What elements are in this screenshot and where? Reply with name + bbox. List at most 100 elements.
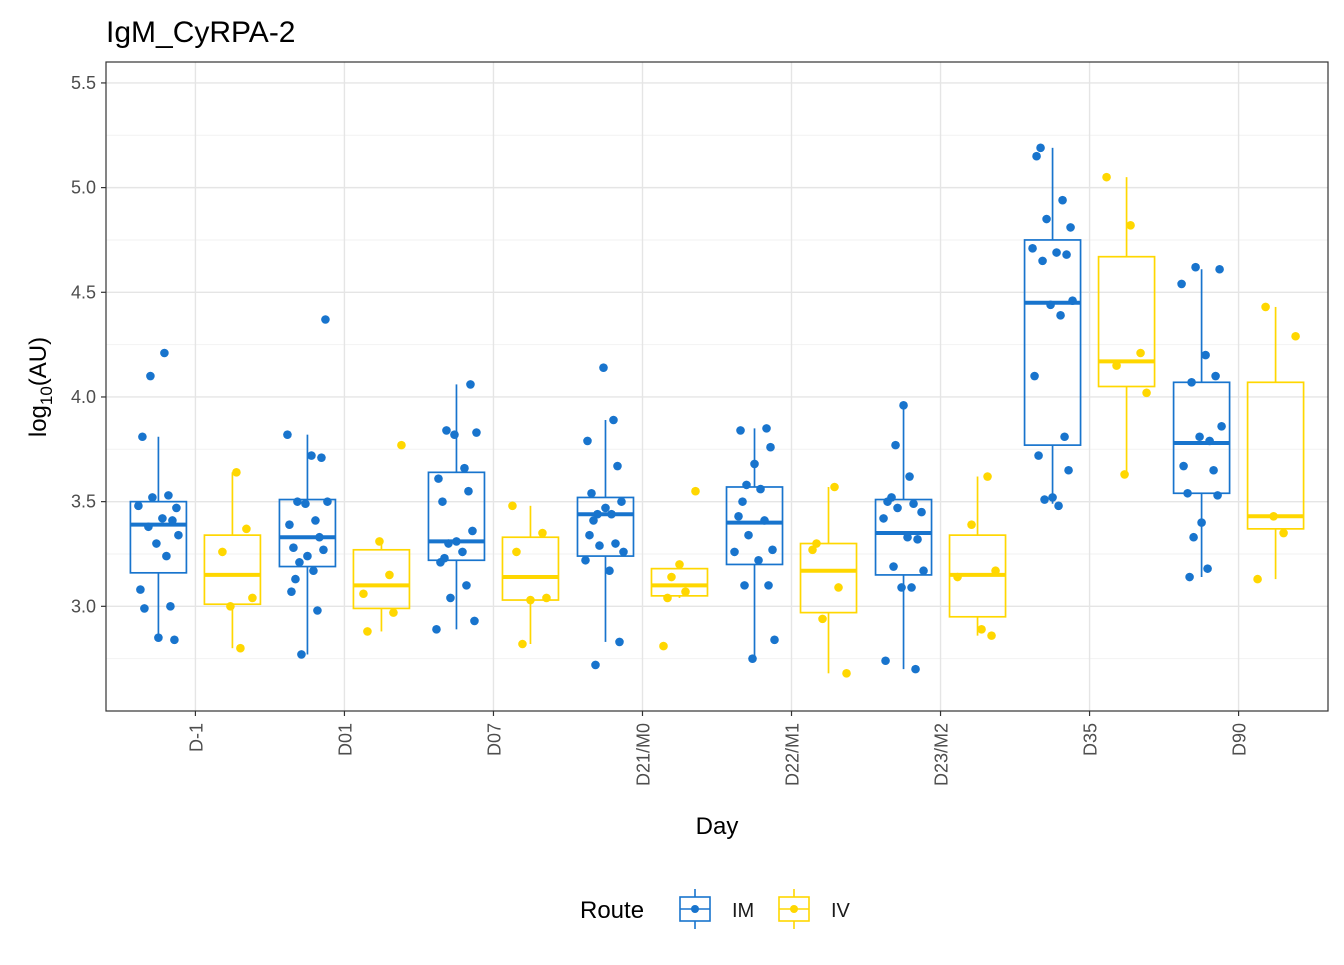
data-point-iv bbox=[808, 545, 817, 555]
data-point-iv bbox=[1120, 470, 1129, 479]
box-iqr bbox=[427, 471, 486, 562]
data-point-im bbox=[770, 635, 779, 645]
data-point-im bbox=[1036, 143, 1045, 153]
data-point-im bbox=[1177, 279, 1186, 289]
data-point-im bbox=[434, 474, 443, 483]
data-point-im bbox=[174, 530, 183, 540]
data-point-iv bbox=[363, 627, 372, 636]
data-point-iv bbox=[232, 468, 241, 477]
data-point-im bbox=[1034, 451, 1043, 460]
data-point-im bbox=[472, 428, 481, 437]
data-point-im bbox=[1060, 432, 1069, 442]
data-point-im bbox=[170, 635, 179, 645]
data-point-im bbox=[450, 430, 459, 439]
data-point-iv bbox=[967, 520, 976, 529]
data-point-im bbox=[438, 497, 447, 506]
grid-layer bbox=[106, 62, 1328, 711]
data-point-im bbox=[615, 637, 624, 647]
data-point-im bbox=[162, 551, 171, 561]
data-point-im bbox=[468, 526, 477, 536]
data-point-iv bbox=[512, 547, 521, 557]
box-iv bbox=[799, 486, 858, 674]
data-point-im bbox=[609, 415, 618, 425]
data-point-im bbox=[303, 551, 312, 561]
data-point-iv bbox=[983, 472, 992, 481]
data-point-iv bbox=[830, 482, 839, 492]
data-point-im bbox=[744, 530, 753, 540]
data-point-im bbox=[762, 424, 771, 433]
data-point-im bbox=[734, 512, 743, 521]
data-point-im bbox=[442, 426, 451, 435]
data-point-im bbox=[766, 442, 775, 452]
box-iqr bbox=[501, 536, 560, 601]
legend-label-im: IM bbox=[732, 900, 754, 922]
box-iqr bbox=[1023, 239, 1082, 446]
data-point-im bbox=[287, 587, 296, 596]
data-point-im bbox=[1064, 465, 1073, 475]
box-iqr bbox=[650, 567, 709, 597]
data-point-iv bbox=[659, 641, 668, 651]
data-point-im bbox=[891, 440, 900, 450]
x-tick-label: D22/M1 bbox=[783, 723, 803, 786]
box-im bbox=[129, 436, 188, 638]
x-tick-label: D01 bbox=[335, 723, 355, 756]
box-im bbox=[725, 428, 784, 659]
data-point-iv bbox=[1136, 348, 1145, 358]
data-point-iv bbox=[663, 593, 672, 603]
data-point-iv bbox=[681, 587, 690, 596]
data-point-im bbox=[301, 499, 310, 509]
x-tick-label: D07 bbox=[484, 723, 504, 756]
data-point-im bbox=[1068, 296, 1077, 305]
data-point-im bbox=[1040, 495, 1049, 504]
data-point-im bbox=[1211, 371, 1220, 381]
data-point-im bbox=[1046, 300, 1055, 310]
data-point-im bbox=[432, 625, 441, 634]
box-im bbox=[1172, 269, 1231, 578]
data-point-im bbox=[919, 566, 928, 576]
box-iv bbox=[948, 476, 1007, 636]
box-iv bbox=[1097, 177, 1156, 475]
data-point-im bbox=[768, 545, 777, 555]
data-point-im bbox=[1066, 223, 1075, 232]
data-point-iv bbox=[248, 593, 257, 603]
data-point-iv bbox=[508, 501, 517, 511]
data-point-iv bbox=[526, 595, 535, 605]
x-tick-label: D90 bbox=[1230, 723, 1250, 756]
data-point-iv bbox=[218, 547, 227, 557]
data-point-im bbox=[905, 472, 914, 481]
data-point-im bbox=[1205, 436, 1214, 446]
data-point-iv bbox=[667, 572, 676, 582]
data-point-im bbox=[601, 503, 610, 513]
box-iqr bbox=[352, 548, 411, 610]
data-point-im bbox=[1215, 264, 1224, 274]
data-point-im bbox=[893, 503, 902, 513]
data-point-im bbox=[907, 583, 916, 592]
data-point-im bbox=[136, 585, 145, 594]
data-point-im bbox=[462, 581, 471, 590]
data-point-iv bbox=[1112, 361, 1121, 370]
data-point-im bbox=[1183, 488, 1192, 498]
data-point-im bbox=[754, 555, 763, 565]
data-point-im bbox=[760, 516, 769, 525]
data-point-im bbox=[1056, 311, 1065, 320]
data-point-im bbox=[881, 656, 890, 666]
data-point-im bbox=[889, 562, 898, 571]
data-point-im bbox=[1201, 350, 1210, 360]
legend-label-iv: IV bbox=[831, 900, 851, 922]
data-point-im bbox=[317, 453, 326, 462]
data-point-im bbox=[444, 539, 453, 548]
data-point-im bbox=[585, 530, 594, 540]
data-point-im bbox=[154, 633, 163, 643]
data-point-im bbox=[466, 380, 475, 389]
box-iv bbox=[203, 472, 262, 649]
data-point-im bbox=[899, 401, 908, 410]
data-point-im bbox=[909, 499, 918, 509]
data-point-iv bbox=[1102, 172, 1111, 182]
box-im bbox=[278, 434, 337, 655]
data-point-im bbox=[152, 539, 161, 548]
data-point-im bbox=[1203, 564, 1212, 573]
data-point-im bbox=[591, 660, 600, 670]
data-point-iv bbox=[842, 669, 851, 678]
data-point-im bbox=[742, 480, 751, 490]
